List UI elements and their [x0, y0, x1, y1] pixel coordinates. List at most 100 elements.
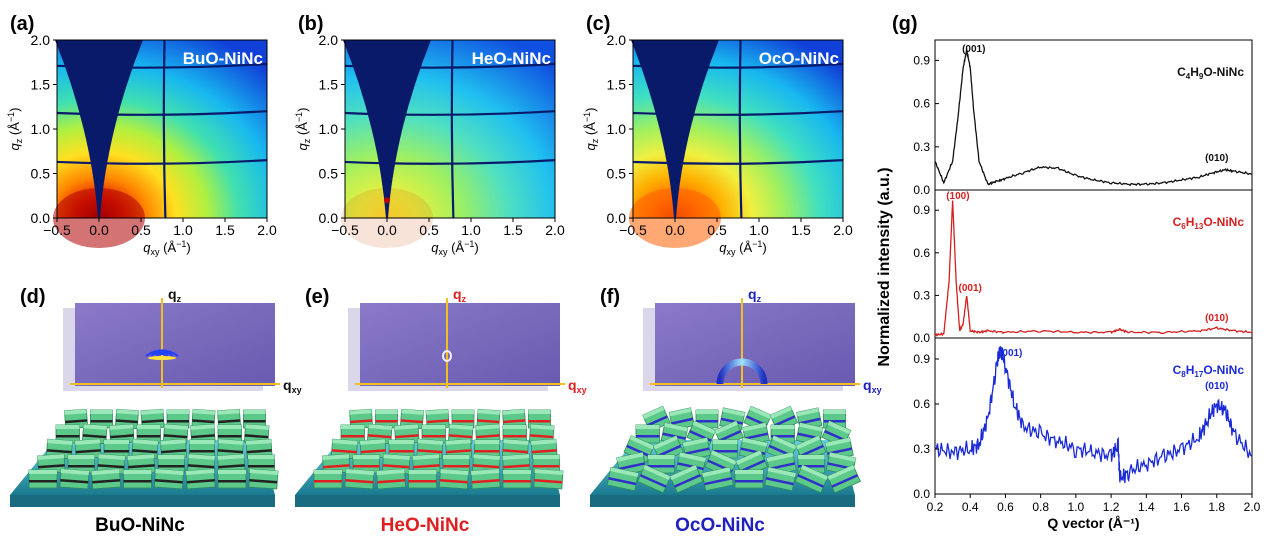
stack-top-face: [349, 409, 372, 415]
y-axis-title: Normalized intensity (a.u.): [876, 167, 893, 366]
molecular-stack: [425, 408, 450, 430]
stack-stripe: [97, 464, 125, 469]
beamstop-wedge: [631, 40, 719, 218]
stack-top-face: [682, 437, 708, 447]
xrd-series-line: [934, 345, 1253, 484]
xrd-subpanel-2: 0.0 0.3 0.6 0.9 (001) (010) C8H17O-NiNc: [913, 337, 1253, 501]
peak-annotation: (010): [1205, 313, 1228, 324]
molecular-stack: [734, 469, 764, 489]
molecular-stack: [701, 466, 734, 492]
subplot-frame: [934, 337, 1253, 495]
stack-stripe: [739, 459, 766, 473]
stack-stripe: [167, 420, 189, 423]
stack-top-face: [127, 454, 155, 460]
y-tick-label: 0.6: [913, 246, 930, 260]
molecular-stack: [217, 453, 246, 475]
molecular-stack: [90, 409, 113, 429]
y-tick-label: 1.5: [607, 77, 627, 93]
y-axis-label: qz (Å−1): [6, 108, 24, 151]
molecular-stack: [136, 424, 161, 444]
x-tick-label: 0.6: [997, 500, 1014, 514]
stack-top-face: [642, 406, 665, 419]
stack-top-face: [474, 440, 500, 444]
schematic-caption: BuO-NiNc: [95, 515, 185, 536]
stack-top-face: [629, 435, 655, 450]
stack-top-face: [376, 469, 405, 475]
molecular-stack: [140, 408, 165, 430]
stack-top-face: [345, 469, 375, 475]
y-tick-label: 0.6: [913, 97, 930, 111]
stack-top-face: [332, 439, 358, 445]
stack-top-face: [664, 422, 688, 432]
molecular-stack: [533, 468, 564, 490]
stack-stripe: [115, 419, 138, 424]
stack-top-face: [109, 424, 134, 430]
stack-stripe: [799, 444, 824, 458]
stack-top-face: [643, 464, 671, 481]
qz-axis-label: qz: [168, 286, 182, 304]
molecular-stack: [185, 468, 216, 490]
detector-screen: [655, 303, 855, 386]
stack-top-face: [217, 409, 240, 415]
stack-stripe: [56, 435, 80, 438]
stack-top-face: [530, 424, 555, 430]
y-tick-label: 0.0: [913, 183, 930, 197]
stack-top-face: [722, 407, 745, 417]
xrd-panel-g: (g)0.00.30.60.9(001)(010)C4H9O-NiNc0.00.…: [876, 13, 1261, 531]
stack-stripe: [38, 464, 65, 469]
molecular-stack: [248, 468, 279, 490]
stack-top-face: [375, 410, 398, 414]
stack-stripe: [123, 480, 152, 483]
stack-top-face: [185, 469, 215, 475]
stack-stripe: [350, 419, 373, 424]
stack-top-face: [37, 454, 65, 460]
stack-top-face: [394, 424, 419, 430]
y-tick-label: 1.0: [319, 121, 339, 137]
x-tick-label: 0.0: [377, 222, 397, 238]
molecular-stack: [826, 464, 861, 494]
y-tick-label: 0.0: [607, 210, 627, 226]
stack-stripe: [648, 465, 675, 468]
molecular-stack: [216, 438, 244, 460]
x-tick-label: 1.0: [173, 222, 193, 238]
molecular-stack: [502, 453, 531, 475]
stack-top-face: [530, 439, 557, 445]
stack-stripe: [141, 419, 164, 424]
stack-stripe: [92, 479, 121, 484]
schematic-panels: (d) qz qxy BuO-NiNc (e) qz qxy HeO-NiNc (f) qz qxy…: [10, 286, 882, 536]
stack-top-face: [452, 410, 474, 414]
molecular-stack: [669, 464, 704, 494]
x-axis-label: qxy (Å−1): [431, 239, 478, 257]
diffraction-arc: [150, 351, 174, 357]
stack-stripe: [353, 465, 380, 468]
stack-top-face: [692, 420, 716, 435]
molecular-stack: [412, 453, 441, 475]
y-axis-label: qz (Å−1): [294, 108, 312, 151]
detector-gap-horizontal: [56, 62, 268, 69]
stack-stripe: [377, 479, 406, 484]
molecular-stack: [471, 453, 501, 475]
stack-top-face: [503, 425, 527, 429]
x-tick-label: 0.4: [962, 500, 979, 514]
molecular-stack: [438, 468, 469, 490]
stack-top-face: [710, 450, 737, 465]
diffraction-arc: [145, 349, 179, 357]
stack-stripe: [248, 465, 275, 468]
stack-stripe: [684, 447, 710, 456]
stack-stripe: [765, 477, 794, 486]
peak-annotation: (001): [999, 348, 1022, 359]
schematic-caption: OcO-NiNc: [675, 515, 765, 536]
stack-stripe: [797, 474, 824, 488]
stack-stripe: [476, 434, 500, 439]
stack-top-face: [702, 467, 731, 477]
stack-top-face: [503, 470, 531, 474]
stack-stripe: [712, 450, 738, 453]
molecular-stack: [764, 466, 797, 492]
stack-top-face: [772, 435, 797, 450]
series-label: C6H13O-NiNc: [1173, 215, 1245, 231]
stack-top-face: [29, 470, 57, 474]
stack-stripe: [503, 435, 527, 438]
molecular-stack: [313, 469, 343, 489]
